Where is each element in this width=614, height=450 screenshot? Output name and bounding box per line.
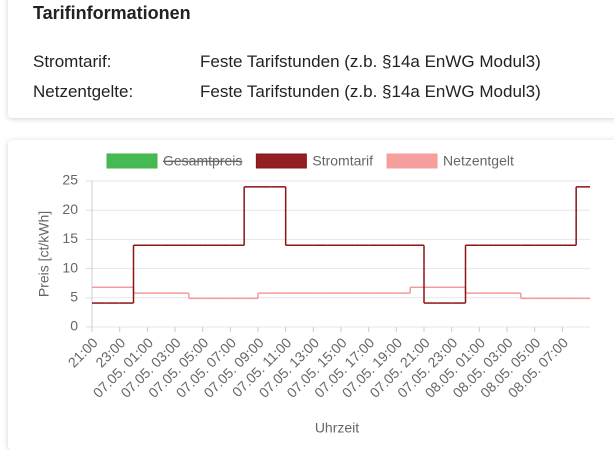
legend-swatch [255, 153, 307, 169]
card-title: Tarifinformationen [33, 3, 191, 23]
y-axis-title: Preis [ct/kWh] [36, 211, 52, 297]
y-tick-label: 0 [70, 318, 78, 334]
legend-label: Netzentgelt [443, 153, 514, 169]
y-tick-label: 15 [62, 230, 78, 246]
tariff-card [8, 0, 614, 118]
y-tick-label: 25 [62, 172, 78, 188]
row-value: Feste Tarifstunden (z.b. §14a EnWG Modul… [200, 82, 541, 101]
row-label: Stromtarif: [33, 52, 112, 71]
page: Tarifinformationen Stromtarif: Feste Tar… [8, 0, 614, 436]
x-tick-label: 21:00 [65, 334, 101, 370]
y-tick-label: 10 [62, 259, 78, 275]
chart: Uhrzeit Preis [ct/kWh] 051015202521:0023… [36, 153, 590, 436]
chart-card [8, 140, 614, 450]
legend-label: Stromtarif [312, 153, 373, 169]
row-value: Feste Tarifstunden (z.b. §14a EnWG Modul… [200, 52, 541, 71]
legend-swatch [386, 153, 438, 169]
y-tick-label: 20 [62, 201, 78, 217]
legend-label: Gesamtpreis [163, 153, 242, 169]
y-tick-label: 5 [70, 289, 78, 305]
row-label: Netzentgelte: [33, 82, 134, 101]
x-axis-title: Uhrzeit [315, 420, 359, 436]
legend-swatch [106, 153, 158, 169]
